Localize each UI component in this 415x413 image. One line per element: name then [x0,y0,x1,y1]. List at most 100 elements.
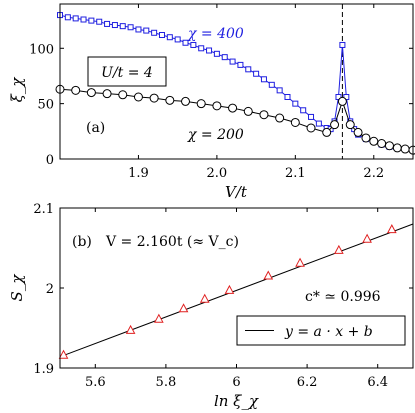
fit-line-path [59,223,414,358]
point-chi-400 [143,27,150,34]
point-chi-400 [119,23,126,30]
point-chi-400 [88,17,95,24]
panel-b-y-ticks: 1.9 2 2.1 [33,202,413,377]
point-chi-400 [229,58,236,65]
x-tick-label: 2.0 [207,166,228,181]
point-chi-400 [190,41,197,48]
point-chi-400 [64,14,71,21]
point-chi-200 [377,139,387,148]
panel-b-x-ticks: 5.6 5.8 6 6.2 6.4 [85,208,388,390]
point-chi-200 [306,123,316,133]
point-chi-200 [181,96,191,106]
y-tick-label: 2.1 [33,202,54,217]
y-tick-label: 50 [37,98,54,113]
point-chi-400 [308,113,315,120]
y-tick-label: 2 [46,282,54,297]
entropy-point [295,257,305,267]
point-chi-400 [206,47,213,54]
panel-b-x-label: ln ξ_χ [214,392,259,410]
point-chi-400 [339,41,346,48]
point-chi-200 [71,85,81,95]
point-chi-400 [72,15,79,22]
x-tick-label: 2.1 [285,166,306,181]
fit-legend-label: y = a · x + b [284,324,373,340]
point-chi-400 [158,32,165,38]
x-tick-label: 5.8 [156,375,177,390]
point-chi-200 [149,93,159,103]
central-charge-label: c* ≃ 0.996 [305,289,381,305]
point-chi-400 [198,45,205,52]
entropy-point [199,293,210,303]
panel-b-y-label: S_χ [8,274,26,302]
entropy-point [386,224,397,234]
entropy-point [362,233,372,243]
entropy-points [58,224,397,359]
point-chi-200 [102,89,112,99]
point-chi-400 [284,94,291,100]
point-chi-200 [86,88,96,98]
point-chi-200 [196,99,206,109]
y-tick-label: 0 [46,153,54,168]
point-chi-200 [392,143,402,153]
panel-a-x-ticks: 1.9 2.0 2.1 2.2 [128,4,384,181]
point-chi-200 [330,120,340,130]
legend-chi-400: χ = 400 [187,26,244,42]
point-chi-400 [253,70,260,77]
point-chi-400 [111,22,118,29]
point-chi-400 [166,34,173,41]
point-chi-200 [322,127,332,137]
x-tick-label: 1.9 [128,166,149,181]
point-chi-200 [384,141,394,151]
x-tick-label: 6.2 [297,375,318,390]
x-tick-label: 5.6 [85,375,106,390]
fit-line [59,223,414,358]
point-chi-200 [290,117,300,127]
panel-b-label: (b) [72,234,92,250]
x-tick-label: 6.4 [367,375,388,390]
point-chi-400 [182,39,189,46]
point-chi-200 [165,95,175,105]
point-chi-400 [221,54,228,61]
point-chi-400 [151,29,158,36]
point-chi-200 [228,103,238,113]
entropy-point [58,349,69,359]
panel-a-y-ticks: 0 50 100 [29,42,413,168]
legend-chi-200: χ = 200 [187,127,244,143]
point-chi-200 [259,110,269,120]
point-chi-200 [133,92,143,102]
point-chi-200 [337,96,347,106]
x-tick-label: 2.2 [363,166,384,181]
entropy-point [154,313,164,323]
point-chi-400 [268,81,275,88]
point-chi-400 [104,20,111,27]
entropy-point [125,324,136,334]
point-chi-400 [292,100,299,107]
point-chi-200 [400,144,410,154]
y-tick-label: 1.9 [33,362,54,377]
series-chi-200 [55,84,415,155]
point-chi-200 [408,145,415,155]
point-chi-200 [369,136,379,146]
panel-a-frame [59,3,414,160]
point-chi-400 [80,16,87,23]
point-chi-400 [300,107,307,114]
point-chi-200 [212,101,222,111]
panel-a-x-label: V/t [225,183,248,201]
point-chi-400 [237,61,244,68]
entropy-point [224,284,235,294]
point-chi-400 [96,18,103,25]
point-chi-400 [276,87,283,94]
point-chi-400 [174,36,181,43]
point-chi-400 [135,26,142,33]
entropy-point [178,303,189,313]
x-tick-label: 6 [232,375,240,390]
point-chi-400 [213,50,220,57]
point-chi-400 [245,66,252,73]
entropy-point [334,244,344,254]
entropy-point [263,270,274,280]
panel-b: 5.6 5.8 6 6.2 6.4 1.9 2 2.1 (b) V = 2.160t (≈ … [8,202,414,410]
point-chi-200 [243,106,253,116]
point-chi-400 [260,76,267,83]
